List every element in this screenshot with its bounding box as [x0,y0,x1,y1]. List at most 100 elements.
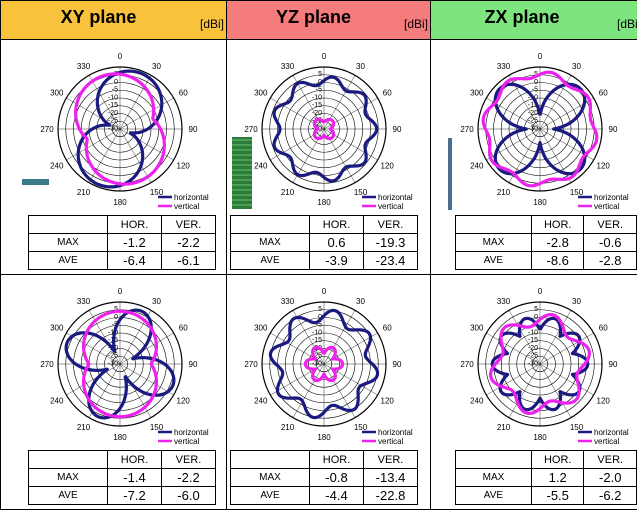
radial-label: 0 [114,314,118,321]
polar-spoke [119,128,174,161]
header-zx: ZX plane [dBi] [430,0,637,40]
angle-label: 150 [354,188,368,197]
ver-max: -2.2 [161,468,216,487]
radial-label: -25 [528,353,538,360]
ver-ave: -22.8 [363,486,418,505]
polar-spoke [508,310,541,365]
radial-label: -5 [112,87,118,94]
angle-label: 90 [609,125,618,134]
polar-chart-xy-2: 030609012015018021024027030033050-5-10-1… [40,287,209,446]
row-max: MAX [455,468,532,487]
vertical-pattern [489,313,591,415]
polar-chart-xy-1: 030609012015018021024027030033050-5-10-1… [40,52,209,211]
hor-max: -0.8 [309,468,364,487]
row-max: MAX [28,468,108,487]
horizontal-pattern [76,69,164,189]
radial-label: -30 [312,360,322,367]
angle-label: 0 [538,52,543,61]
horizontal-pattern [268,308,380,420]
angle-label: 330 [497,62,511,71]
angle-label: 120 [381,397,395,406]
horizontal-pattern [272,75,379,183]
hor-max: -2.8 [530,233,585,252]
row-max: MAX [28,233,108,252]
angle-label: 210 [77,423,91,432]
row-max: MAX [455,233,532,252]
radial-label: 5 [318,71,322,78]
polar-spoke [539,332,594,365]
antenna-photo-zx [448,138,452,210]
row-max: MAX [230,233,310,252]
vertical-pattern [74,72,166,186]
angle-label: 240 [254,162,268,171]
hor-max: -1.4 [107,468,162,487]
polar-spoke [119,75,152,130]
radial-label: -10 [312,94,322,101]
angle-label: 270 [40,360,54,369]
radial-label: 5 [534,306,538,313]
polar-spoke [486,363,541,396]
hor-max: 1.2 [530,468,585,487]
col-ver: VER. [583,450,637,469]
vertical-pattern [82,309,158,419]
plane-title: YZ plane [275,7,351,27]
angle-label: 240 [470,162,484,171]
polar-spoke [323,310,356,365]
angle-label: 330 [281,62,295,71]
legend-label: horizontal [594,428,629,437]
radial-label: 0 [318,314,322,321]
polar-spoke [119,363,174,396]
angle-label: 240 [50,397,64,406]
radial-label: -30 [108,125,118,132]
angle-label: 30 [152,297,161,306]
col-ver: VER. [161,450,216,469]
polar-spoke [88,128,121,183]
angle-label: 210 [497,423,511,432]
radial-label: -15 [528,337,538,344]
angle-label: 180 [113,198,127,207]
polar-spoke [119,332,174,365]
angle-label: 270 [244,125,258,134]
stats-table-yz-2: HOR. VER. MAX -0.8 -13.4 AVE -4.4 -22.8 [230,450,418,505]
ver-ave: -6.0 [161,486,216,505]
hor-ave: -3.9 [309,251,364,270]
angle-label: 330 [497,297,511,306]
row-ave: AVE [455,251,532,270]
angle-label: 240 [50,162,64,171]
radial-label: -15 [108,102,118,109]
polar-chart-yz-1: 030609012015018021024027030033050-5-10-1… [244,52,413,211]
angle-label: 90 [189,360,198,369]
angle-label: 180 [317,198,331,207]
hor-ave: -8.6 [530,251,585,270]
angle-label: 180 [317,433,331,442]
polar-spoke [539,363,594,396]
angle-label: 0 [118,287,123,296]
vertical-pattern [481,70,599,188]
col-hor: HOR. [107,215,162,234]
blank [28,215,108,234]
legend-label: vertical [594,437,620,446]
col-hor: HOR. [107,450,162,469]
polar-spoke [292,363,325,418]
radial-label: -25 [108,353,118,360]
ver-max: -13.4 [363,468,418,487]
radial-label: -5 [532,87,538,94]
polar-spoke [119,363,152,418]
angle-label: 330 [77,62,91,71]
angle-label: 300 [470,324,484,333]
stats-table-xy-2: HOR. VER. MAX -1.4 -2.2 AVE -7.2 -6.0 [28,450,216,505]
angle-label: 120 [381,162,395,171]
hor-ave: -4.4 [309,486,364,505]
angle-label: 60 [383,89,392,98]
radial-label: -10 [108,94,118,101]
col-hor: HOR. [309,450,364,469]
angle-label: 60 [383,324,392,333]
legend-label: horizontal [594,193,629,202]
radial-label: -15 [528,102,538,109]
ver-ave: -2.8 [583,251,637,270]
vertical-pattern [303,345,345,383]
angle-label: 0 [322,287,327,296]
col-hor: HOR. [530,450,585,469]
ver-max: -19.3 [363,233,418,252]
angle-label: 60 [179,89,188,98]
